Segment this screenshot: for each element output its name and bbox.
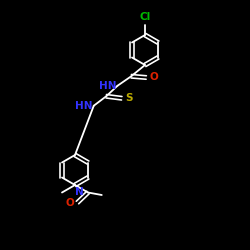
Text: S: S	[125, 93, 132, 103]
Text: HN: HN	[75, 101, 92, 111]
Text: N: N	[75, 187, 84, 197]
Text: O: O	[150, 72, 158, 83]
Text: O: O	[66, 198, 74, 207]
Text: HN: HN	[99, 81, 116, 91]
Text: Cl: Cl	[140, 12, 150, 22]
